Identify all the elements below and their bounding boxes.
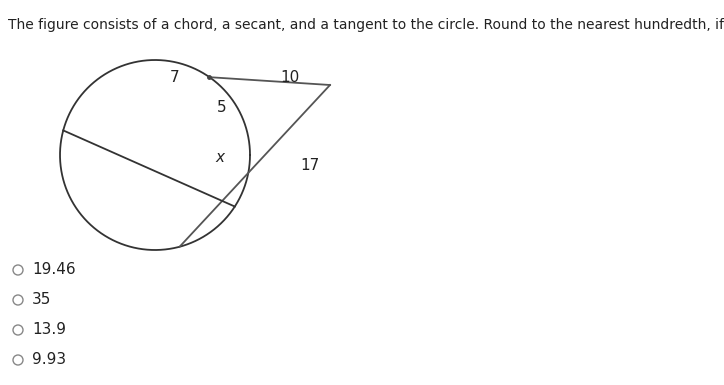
Text: The figure consists of a chord, a secant, and a tangent to the circle. Round to : The figure consists of a chord, a secant…	[8, 18, 724, 32]
Text: 9.93: 9.93	[32, 353, 66, 368]
Text: 5: 5	[217, 100, 227, 115]
Text: 35: 35	[32, 293, 51, 308]
Text: 7: 7	[170, 70, 180, 85]
Text: 19.46: 19.46	[32, 263, 75, 278]
Text: 13.9: 13.9	[32, 323, 66, 338]
Text: 10: 10	[280, 70, 300, 85]
Text: x: x	[216, 151, 224, 166]
Text: 17: 17	[300, 157, 319, 172]
